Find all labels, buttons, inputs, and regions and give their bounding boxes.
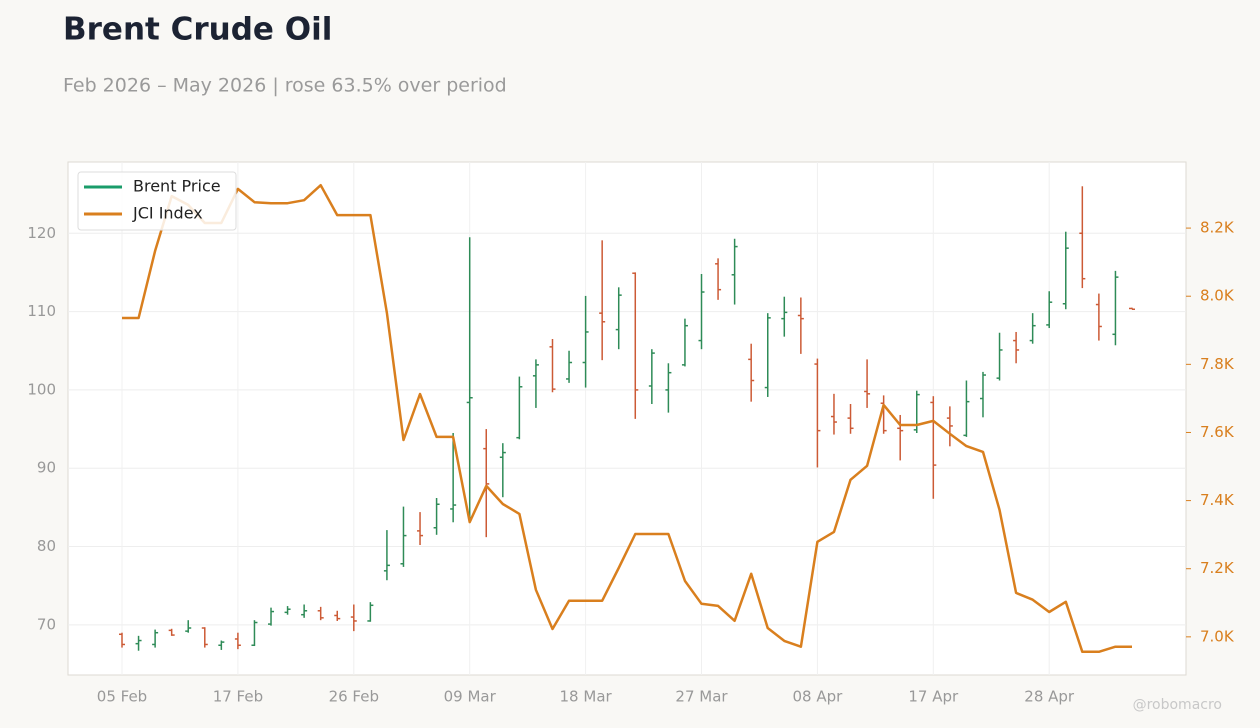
y2-tick-label: 7.6K bbox=[1200, 423, 1235, 441]
y2-tick-label: 7.2K bbox=[1200, 559, 1235, 577]
y-tick-label: 90 bbox=[37, 459, 56, 477]
x-tick-label: 28 Apr bbox=[1024, 688, 1075, 706]
x-tick-label: 26 Feb bbox=[329, 688, 379, 706]
y-tick-label: 80 bbox=[37, 537, 56, 555]
legend-label: JCI Index bbox=[132, 204, 203, 223]
y-tick-label: 70 bbox=[37, 615, 56, 633]
x-tick-label: 08 Apr bbox=[793, 688, 844, 706]
x-tick-label: 09 Mar bbox=[444, 688, 497, 706]
x-tick-label: 17 Apr bbox=[908, 688, 959, 706]
x-tick-label: 27 Mar bbox=[675, 688, 728, 706]
chart-title: Brent Crude Oil bbox=[63, 12, 332, 48]
grid: 70 80 90 100 110 120 7.0K 7.2K 7.4K 7.6K 7.8K 8.0K 8… bbox=[27, 162, 1235, 706]
y2-tick-label: 7.8K bbox=[1200, 355, 1235, 373]
legend-label: Brent Price bbox=[133, 177, 221, 196]
marks bbox=[119, 183, 1135, 654]
x-tick-label: 18 Mar bbox=[560, 688, 613, 706]
y-tick-label: 100 bbox=[27, 380, 56, 398]
x-tick-label: 17 Feb bbox=[213, 688, 263, 706]
plot-area bbox=[67, 161, 1187, 676]
y2-tick-label: 7.0K bbox=[1200, 627, 1235, 645]
chart-subtitle: Feb 2026 – May 2026 | rose 63.5% over pe… bbox=[63, 75, 507, 97]
y-tick-label: 120 bbox=[27, 224, 56, 242]
legend: Brent Price JCI Index bbox=[77, 171, 237, 231]
y-tick-label: 110 bbox=[27, 302, 56, 320]
y2-tick-label: 7.4K bbox=[1200, 491, 1235, 509]
line-series bbox=[122, 183, 1132, 654]
y2-tick-label: 8.0K bbox=[1200, 287, 1235, 305]
x-tick-label: 05 Feb bbox=[97, 688, 147, 706]
y2-tick-label: 8.2K bbox=[1200, 219, 1235, 237]
footer: @robomacro bbox=[1133, 697, 1222, 713]
